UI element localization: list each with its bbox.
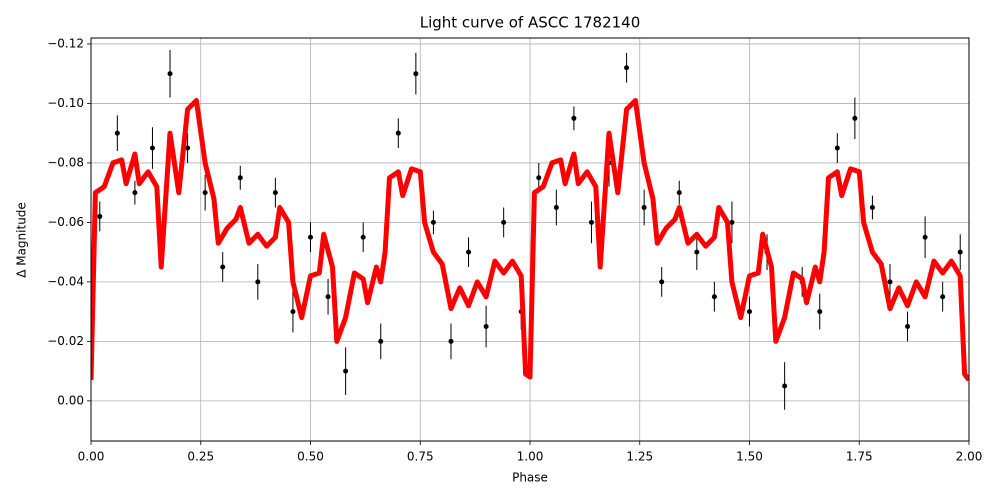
data-point [132,190,138,196]
data-point [834,145,840,151]
trend-line [91,98,969,382]
x-tick-label: 0.00 [78,450,105,464]
data-point [378,338,384,344]
y-tick-label: −0.02 [47,334,84,348]
data-point [571,115,577,121]
data-point [255,279,261,285]
x-tick-label: 2.00 [956,450,983,464]
data-point [711,294,717,300]
data-point [869,205,875,211]
data-point [624,65,630,71]
x-axis-label: Phase [512,471,548,485]
data-point [290,309,296,315]
data-point [957,249,963,255]
data-point [114,130,120,136]
data-point [483,323,489,329]
data-point [501,219,507,225]
y-tick-label: −0.06 [47,215,84,229]
data-point [729,219,735,225]
data-point [430,219,436,225]
data-point [220,264,226,270]
plot-area [91,49,969,410]
data-point [167,71,173,77]
x-tick-label: 0.25 [187,450,214,464]
x-tick-label: 0.75 [407,450,434,464]
x-tick-label: 0.50 [297,450,324,464]
data-point [641,205,647,211]
data-point [202,190,208,196]
data-point [553,205,559,211]
data-point [395,130,401,136]
data-point [588,219,594,225]
y-tick-label: 0.00 [57,393,84,407]
data-point [694,249,700,255]
data-point [343,368,349,374]
data-point [536,175,542,181]
y-tick-label: −0.10 [47,96,84,110]
y-tick-label: −0.08 [47,155,84,169]
data-point [747,309,752,315]
y-tick-label: −0.12 [47,36,84,50]
y-axis-label: Δ Magnitude [15,202,29,278]
data-point [308,234,313,240]
data-point [817,309,823,315]
data-point [325,294,331,300]
data-point [782,383,788,389]
x-tick-label: 1.25 [626,450,653,464]
data-point [887,279,893,285]
data-point [466,249,472,255]
data-point [237,175,243,181]
x-tick-label: 1.75 [846,450,873,464]
x-tick-label: 1.50 [736,450,763,464]
data-point [413,71,419,77]
data-point [659,279,665,285]
y-tick-label: −0.04 [47,274,84,288]
data-point [185,145,191,151]
data-point [97,213,103,219]
chart-title: Light curve of ASCC 1782140 [420,14,641,32]
plot-frame [90,37,970,442]
data-point [940,294,946,300]
data-point [448,338,454,344]
data-point [905,323,911,329]
data-point [676,190,682,196]
data-point [149,145,155,151]
data-point [922,234,928,240]
data-point [852,115,858,121]
data-point [360,234,366,240]
x-tick-label: 1.00 [517,450,544,464]
data-point [272,190,278,196]
